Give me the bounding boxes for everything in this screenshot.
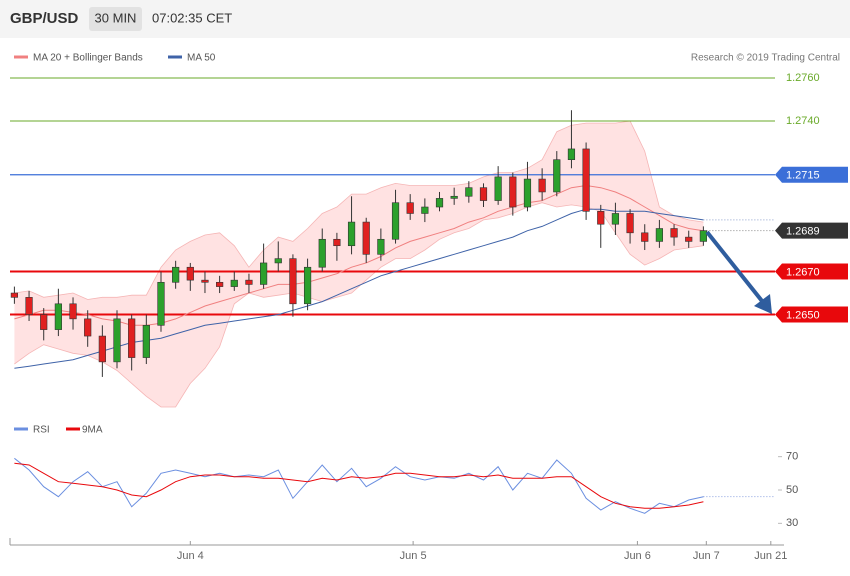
x-tick-label: Jun 5 xyxy=(400,550,427,562)
credit: Research © 2019 Trading Central xyxy=(691,53,840,64)
candle-body xyxy=(655,228,663,242)
level-label: 1.2740 xyxy=(786,115,820,127)
forecast-arrow xyxy=(705,230,768,308)
symbol: GBP/USD xyxy=(10,10,79,27)
candle-body xyxy=(142,325,150,358)
candle-body xyxy=(626,213,634,234)
candle-body xyxy=(670,228,678,238)
level-badge xyxy=(775,263,848,280)
interval-box xyxy=(89,7,142,31)
candle-body xyxy=(362,221,370,255)
candle-body xyxy=(157,281,165,326)
candle-body xyxy=(450,195,458,199)
x-tick-label: Jun 7 xyxy=(693,550,720,562)
candle-body xyxy=(69,303,77,320)
candle-body xyxy=(582,148,590,212)
x-tick-label: Jun 6 xyxy=(624,550,651,562)
level-label: 1.2670 xyxy=(786,266,820,278)
candle-body xyxy=(611,213,620,225)
candle-body xyxy=(553,159,561,193)
rsi-tick-label: 50 xyxy=(786,484,798,496)
bollinger-band xyxy=(14,120,704,300)
candle-body xyxy=(435,198,444,208)
candle-body xyxy=(186,266,194,281)
candle-body xyxy=(25,297,33,315)
candle-body xyxy=(333,238,341,247)
x-tick-label: Jun 4 xyxy=(177,550,204,562)
candle-body xyxy=(538,178,546,193)
interval: 30 MIN xyxy=(95,10,137,25)
candle-body xyxy=(128,318,136,358)
candle-body xyxy=(641,232,649,242)
candle-body xyxy=(318,238,326,268)
candle-body xyxy=(377,238,385,255)
candle-body xyxy=(685,236,693,242)
candle-body xyxy=(523,178,532,208)
candle-body xyxy=(421,206,429,214)
last-price-badge xyxy=(775,222,848,239)
candle-body xyxy=(245,279,253,285)
arrow-head xyxy=(754,294,772,314)
candle-body xyxy=(289,258,297,305)
candle-body xyxy=(98,335,106,363)
level-label: 1.2650 xyxy=(786,309,820,321)
candle-body xyxy=(699,230,707,242)
candle-body xyxy=(347,221,356,247)
candle-body xyxy=(40,314,48,330)
candle-body xyxy=(230,279,238,287)
candle-body xyxy=(274,258,282,264)
legend-label: MA 20 + Bollinger Bands xyxy=(33,53,143,64)
rsi-tick-label: 30 xyxy=(786,517,798,529)
last-price-label: 1.2689 xyxy=(786,226,820,238)
candle-body xyxy=(509,176,517,208)
candle-body xyxy=(54,303,62,330)
level-badge xyxy=(775,166,848,183)
level-label: 1.2760 xyxy=(786,72,820,84)
level-badge xyxy=(775,306,848,323)
rsi-line xyxy=(14,462,704,509)
candle-body xyxy=(391,202,400,240)
legend-label: 9MA xyxy=(82,425,103,436)
candle-body xyxy=(406,202,414,214)
candle-body xyxy=(260,262,268,285)
candle-body xyxy=(113,318,121,363)
candle-body xyxy=(494,176,502,201)
candle-body xyxy=(84,318,92,337)
rsi-line xyxy=(14,457,704,514)
legend-label: RSI xyxy=(33,425,50,436)
candle-body xyxy=(172,266,180,283)
level-label: 1.2715 xyxy=(786,170,820,182)
candle-body xyxy=(10,292,18,298)
candle-body xyxy=(479,187,488,201)
x-tick-label: Jun 21 xyxy=(754,550,787,562)
candle-body xyxy=(465,187,473,197)
candle-body xyxy=(201,279,209,283)
legend-label: MA 50 xyxy=(187,53,216,64)
candle-body xyxy=(303,266,312,305)
rsi-tick-label: 70 xyxy=(786,451,798,463)
candle-body xyxy=(597,211,605,225)
bollinger-fill xyxy=(14,121,704,407)
candle-body xyxy=(567,148,576,160)
candle-body xyxy=(216,281,224,287)
time: 07:02:35 CET xyxy=(152,10,232,25)
